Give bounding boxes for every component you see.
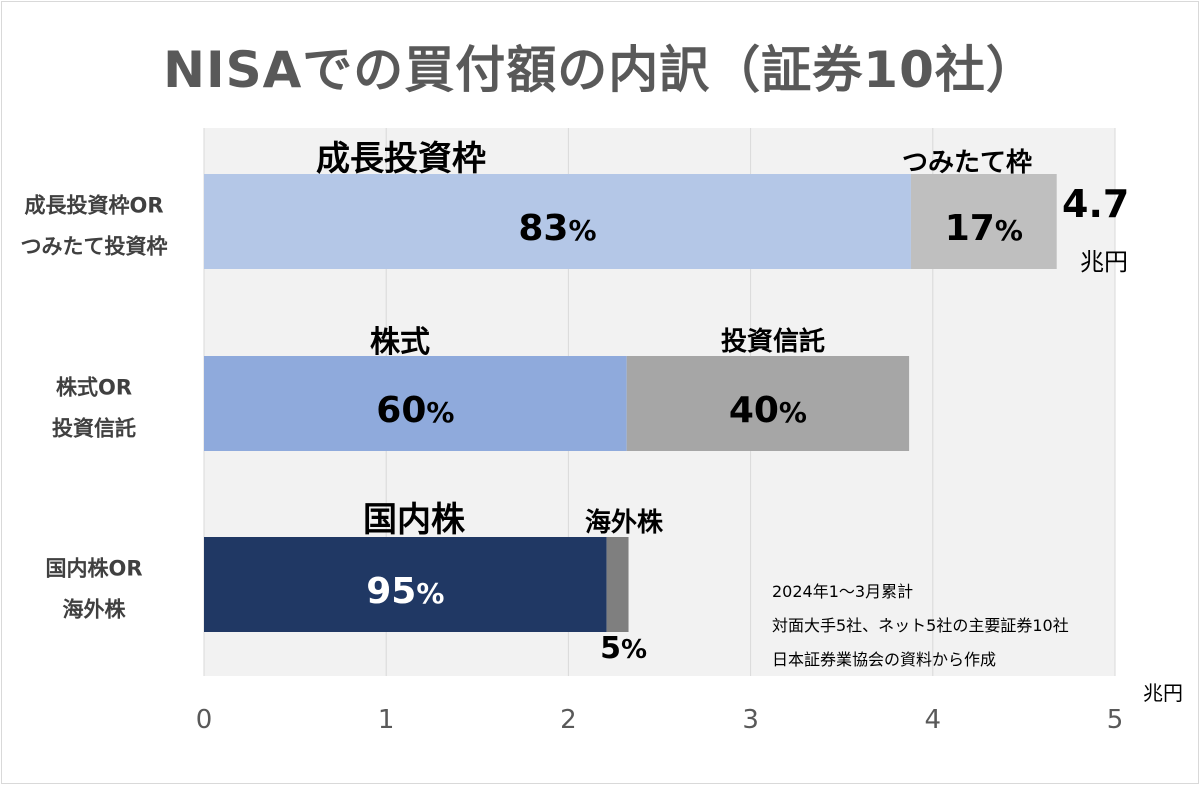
total-unit-label: 兆円 bbox=[1080, 248, 1128, 276]
x-tick-label: 0 bbox=[196, 705, 213, 735]
percent-label: 5% bbox=[600, 631, 647, 666]
percent-label: 83% bbox=[518, 208, 596, 249]
bar-segment bbox=[626, 356, 910, 451]
category-label: 国内株OR bbox=[45, 557, 142, 581]
x-tick-label: 5 bbox=[1107, 705, 1124, 735]
percent-label: 95% bbox=[366, 571, 444, 612]
segment-name-label: 株式 bbox=[370, 325, 430, 360]
category-label: つみたて投資枠 bbox=[21, 235, 168, 259]
total-value-label: 4.7 bbox=[1062, 182, 1129, 226]
bar-segment bbox=[606, 537, 629, 632]
x-tick-label: 4 bbox=[925, 705, 942, 735]
category-label: 成長投資枠OR bbox=[24, 194, 163, 218]
x-tick-label: 2 bbox=[560, 705, 577, 735]
segment-name-label: 海外株 bbox=[585, 508, 664, 538]
chart-title: NISAでの買付額の内訳（証券10社） bbox=[163, 41, 1037, 99]
segment-name-label: 国内株 bbox=[363, 500, 466, 540]
bar-segment bbox=[204, 356, 627, 451]
bar-segment bbox=[204, 537, 607, 632]
percent-label: 60% bbox=[376, 390, 454, 431]
source-note-1: 2024年1～3月累計 bbox=[772, 582, 914, 601]
source-note-3: 日本証券業協会の資料から作成 bbox=[772, 650, 997, 669]
percent-label: 40% bbox=[729, 390, 807, 431]
segment-name-label: 投資信託 bbox=[721, 326, 825, 357]
x-tick-label: 1 bbox=[378, 705, 395, 735]
x-tick-label: 3 bbox=[742, 705, 759, 735]
source-note-2: 対面大手5社、ネット5社の主要証券10社 bbox=[772, 616, 1069, 635]
category-label: 投資信託 bbox=[52, 417, 136, 441]
segment-name-label: つみたて枠 bbox=[902, 148, 1032, 178]
bar-segment bbox=[204, 174, 911, 269]
bar-segment bbox=[910, 174, 1057, 269]
x-axis-unit: 兆円 bbox=[1143, 681, 1183, 705]
percent-label: 17% bbox=[945, 208, 1023, 249]
segment-name-label: 成長投資枠 bbox=[316, 139, 486, 179]
category-label: 海外株 bbox=[63, 598, 127, 622]
category-label: 株式OR bbox=[56, 376, 132, 400]
